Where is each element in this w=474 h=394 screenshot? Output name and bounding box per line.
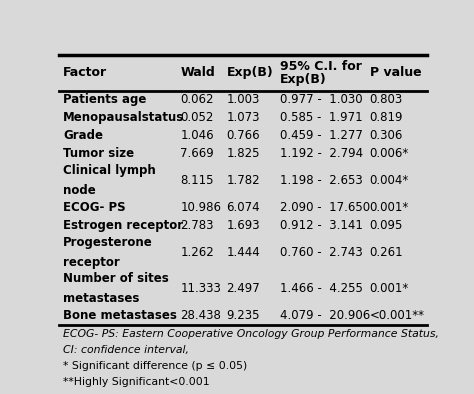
Text: ECOG- PS: ECOG- PS (63, 201, 126, 214)
Text: 1.444: 1.444 (227, 246, 260, 259)
Text: Bone metastases: Bone metastases (63, 309, 177, 322)
Text: Grade: Grade (63, 129, 103, 142)
Text: 0.585 -  1.971: 0.585 - 1.971 (280, 112, 362, 125)
Text: **Highly Significant<0.001: **Highly Significant<0.001 (63, 377, 210, 387)
Text: 0.062: 0.062 (181, 93, 214, 106)
Text: 0.760 -  2.743: 0.760 - 2.743 (280, 246, 363, 259)
Text: 9.235: 9.235 (227, 309, 260, 322)
Text: 11.333: 11.333 (181, 282, 221, 296)
Text: Number of sites: Number of sites (63, 272, 169, 285)
Text: 95% C.I. for: 95% C.I. for (280, 59, 362, 72)
Text: Patients age: Patients age (63, 93, 146, 106)
Text: 0.912 -  3.141: 0.912 - 3.141 (280, 219, 363, 232)
Text: 10.986: 10.986 (181, 201, 221, 214)
Text: 0.766: 0.766 (227, 129, 260, 142)
Text: 0.001*: 0.001* (370, 282, 409, 296)
Text: receptor: receptor (63, 256, 119, 269)
Text: 1.693: 1.693 (227, 219, 260, 232)
Text: ECOG- PS: Eastern Cooperative Oncology Group Performance Status,: ECOG- PS: Eastern Cooperative Oncology G… (63, 329, 439, 339)
Text: 1.825: 1.825 (227, 147, 260, 160)
Text: Exp(B): Exp(B) (280, 73, 327, 86)
Text: 28.438: 28.438 (181, 309, 221, 322)
Text: 2.783: 2.783 (181, 219, 214, 232)
Text: 4.079 -  20.906: 4.079 - 20.906 (280, 309, 370, 322)
Text: 0.261: 0.261 (370, 246, 403, 259)
Text: 1.073: 1.073 (227, 112, 260, 125)
Text: 0.004*: 0.004* (370, 175, 409, 188)
Text: 2.497: 2.497 (227, 282, 260, 296)
Text: metastases: metastases (63, 292, 139, 305)
Text: Factor: Factor (63, 66, 107, 79)
Text: 1.046: 1.046 (181, 129, 214, 142)
Text: 0.819: 0.819 (370, 112, 403, 125)
Text: CI: confidence interval,: CI: confidence interval, (63, 345, 189, 355)
Text: node: node (63, 184, 96, 197)
Text: 1.192 -  2.794: 1.192 - 2.794 (280, 147, 363, 160)
Text: P value: P value (370, 66, 421, 79)
Text: 1.466 -  4.255: 1.466 - 4.255 (280, 282, 363, 296)
Text: 7.669: 7.669 (181, 147, 214, 160)
Text: 8.115: 8.115 (181, 175, 214, 188)
Text: <0.001**: <0.001** (370, 309, 425, 322)
Text: Exp(B): Exp(B) (227, 66, 273, 79)
Text: 0.306: 0.306 (370, 129, 403, 142)
Text: Progesterone: Progesterone (63, 236, 153, 249)
Text: Wald: Wald (181, 66, 215, 79)
Text: 0.803: 0.803 (370, 93, 403, 106)
Text: 1.262: 1.262 (181, 246, 214, 259)
Text: * Significant difference (p ≤ 0.05): * Significant difference (p ≤ 0.05) (63, 361, 247, 371)
Text: Estrogen receptor: Estrogen receptor (63, 219, 183, 232)
Text: 0.006*: 0.006* (370, 147, 409, 160)
Text: 0.001*: 0.001* (370, 201, 409, 214)
Text: Tumor size: Tumor size (63, 147, 134, 160)
Text: 6.074: 6.074 (227, 201, 260, 214)
Text: 0.459 -  1.277: 0.459 - 1.277 (280, 129, 363, 142)
Text: 0.052: 0.052 (181, 112, 214, 125)
Text: Menopausalstatus: Menopausalstatus (63, 112, 184, 125)
Text: 0.095: 0.095 (370, 219, 403, 232)
Text: 0.977 -  1.030: 0.977 - 1.030 (280, 93, 362, 106)
Text: Clinical lymph: Clinical lymph (63, 164, 155, 177)
Text: 2.090 -  17.650: 2.090 - 17.650 (280, 201, 370, 214)
Text: 1.198 -  2.653: 1.198 - 2.653 (280, 175, 363, 188)
Text: 1.003: 1.003 (227, 93, 260, 106)
Text: 1.782: 1.782 (227, 175, 260, 188)
